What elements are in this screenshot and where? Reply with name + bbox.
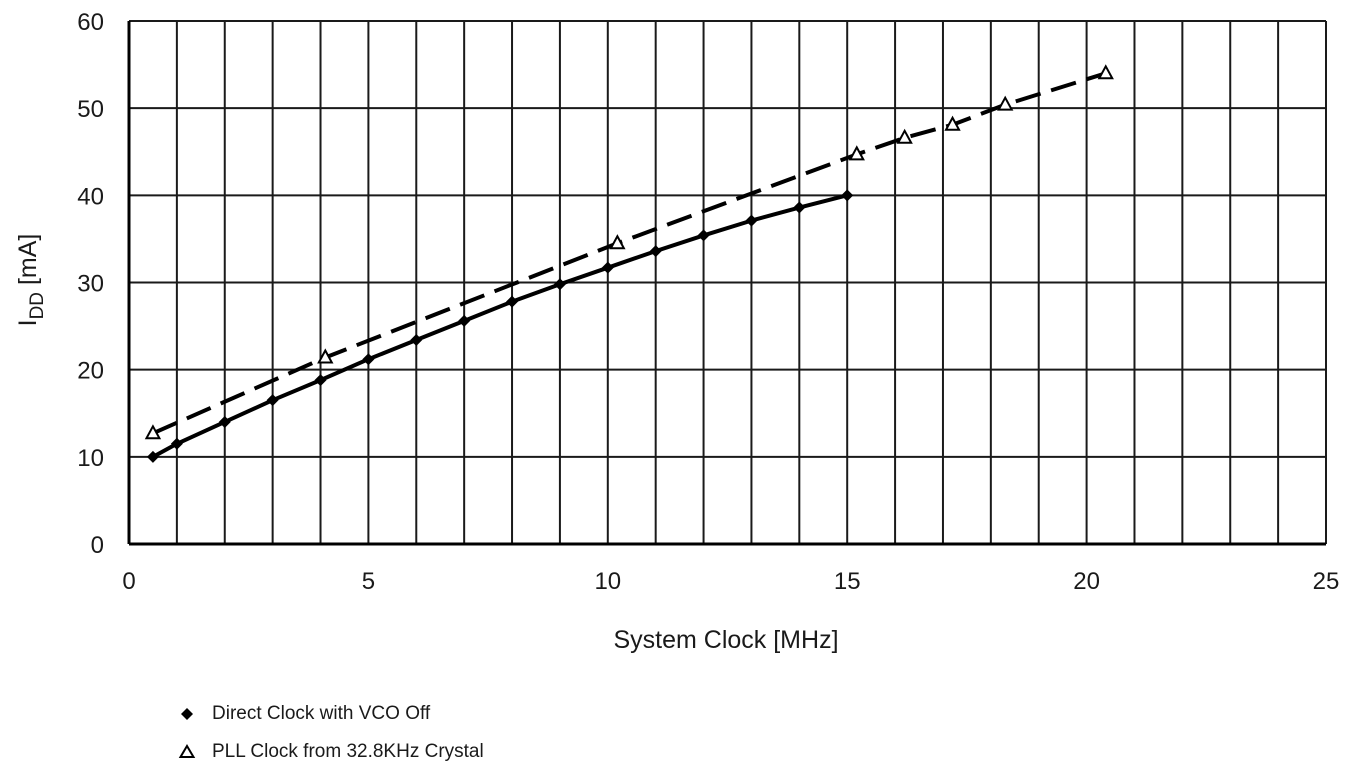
x-tick-label: 10 — [594, 568, 621, 595]
y-tick-label: 30 — [77, 271, 104, 298]
tick-labels: 0 5 10 15 20 25 0 10 20 30 40 50 60 — [77, 9, 1339, 595]
data-point-diamond — [649, 245, 662, 258]
data-series — [144, 64, 1114, 463]
data-point-diamond — [601, 261, 614, 274]
data-point-diamond — [266, 394, 279, 407]
data-point-triangle — [997, 95, 1014, 111]
data-point-triangle — [609, 234, 626, 250]
x-tick-label: 25 — [1313, 568, 1340, 595]
y-axis-title-suffix: [mA] — [14, 234, 42, 292]
data-point-diamond — [410, 334, 423, 347]
y-axis-title: IDD [mA] — [14, 234, 48, 327]
y-axis-title-main: I — [14, 319, 42, 326]
data-point-diamond — [745, 214, 758, 227]
series-0 — [146, 189, 854, 463]
legend-item-pll-clock: PLL Clock from 32.8KHz Crystal — [172, 741, 484, 763]
axes — [127, 21, 1326, 546]
legend-label-direct-clock: Direct Clock with VCO Off — [212, 703, 431, 724]
data-point-triangle — [317, 348, 334, 364]
diamond-marker-icon — [181, 708, 193, 720]
series-1 — [144, 64, 1114, 440]
data-point-diamond — [218, 415, 231, 428]
data-point-diamond — [793, 201, 806, 214]
grid-lines — [129, 20, 1327, 544]
data-point-triangle — [144, 424, 162, 440]
data-point-triangle — [896, 128, 913, 144]
y-tick-label: 10 — [77, 445, 104, 472]
y-axis-title-subscript: DD — [27, 292, 48, 319]
data-point-diamond — [697, 229, 710, 242]
triangle-marker-icon — [178, 744, 196, 758]
data-point-diamond — [506, 295, 519, 308]
data-point-triangle — [944, 115, 961, 131]
x-tick-label: 5 — [362, 568, 375, 595]
data-point-diamond — [362, 353, 375, 366]
legend-item-direct-clock: Direct Clock with VCO Off — [172, 703, 430, 725]
y-tick-label: 20 — [77, 358, 104, 385]
y-tick-label: 60 — [77, 9, 104, 36]
data-point-triangle — [848, 145, 865, 161]
data-point-diamond — [553, 278, 566, 291]
series-line — [152, 71, 1107, 436]
x-axis-title: System Clock [MHz] — [613, 626, 838, 654]
data-point-diamond — [841, 189, 854, 202]
x-tick-label: 15 — [834, 568, 861, 595]
y-tick-label: 40 — [77, 183, 104, 210]
y-tick-label: 0 — [91, 532, 104, 559]
legend-label-pll-clock: PLL Clock from 32.8KHz Crystal — [212, 741, 484, 762]
series-line — [151, 193, 848, 459]
data-point-diamond — [458, 314, 471, 327]
y-tick-label: 50 — [77, 96, 104, 123]
data-point-triangle — [1097, 64, 1114, 80]
data-point-diamond — [314, 374, 327, 387]
x-tick-label: 0 — [122, 568, 135, 595]
x-tick-label: 20 — [1073, 568, 1100, 595]
data-point-diamond — [170, 437, 183, 450]
data-point-diamond — [146, 450, 159, 463]
